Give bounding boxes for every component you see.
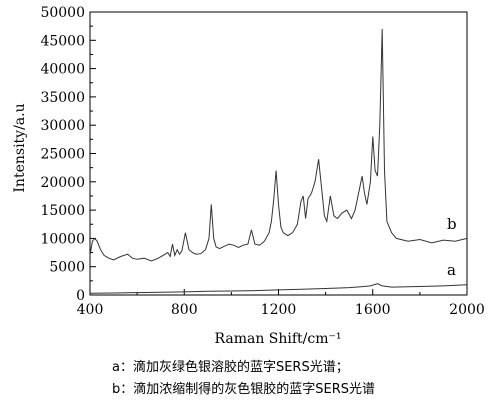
y-tick-label: 20000 xyxy=(40,175,85,191)
y-tick-label: 25000 xyxy=(40,147,85,163)
x-axis-label: Raman Shift/cm⁻¹ xyxy=(214,331,341,347)
x-tick-label: 1600 xyxy=(355,302,391,318)
y-tick-label: 45000 xyxy=(40,33,85,49)
y-tick-label: 10000 xyxy=(40,231,85,247)
x-tick-label: 2000 xyxy=(449,302,485,318)
y-tick-label: 30000 xyxy=(40,118,85,134)
caption-b: b：滴加浓缩制得的灰色银胶的蓝字SERS光谱 xyxy=(112,382,376,397)
y-tick-label: 40000 xyxy=(40,62,85,78)
y-tick-label: 5000 xyxy=(49,260,85,276)
series-line-a xyxy=(89,283,468,294)
caption-a: a：滴加灰绿色银溶胶的蓝字SERS光谱； xyxy=(112,360,349,375)
y-tick-label: 35000 xyxy=(40,90,85,106)
series-layer xyxy=(89,28,468,294)
y-axis-label: Intensity/a.u xyxy=(12,103,28,192)
series-line-b xyxy=(89,28,468,262)
y-tick-label: 15000 xyxy=(40,203,85,219)
series-a-label: a xyxy=(447,261,456,279)
y-tick-label: 0 xyxy=(76,288,85,304)
x-tick-label: 400 xyxy=(77,302,104,318)
x-tick-label: 800 xyxy=(171,302,198,318)
y-tick-label: 50000 xyxy=(40,5,85,21)
series-b-label: b xyxy=(447,215,457,233)
plot-frame xyxy=(89,11,468,296)
x-tick-label: 1200 xyxy=(261,302,297,318)
axis-ticks: 400 800 1200 1600 20000500010000150002000025… xyxy=(40,5,484,318)
plot-area: 400 800 1200 1600 20000500010000150002000025… xyxy=(40,5,484,318)
